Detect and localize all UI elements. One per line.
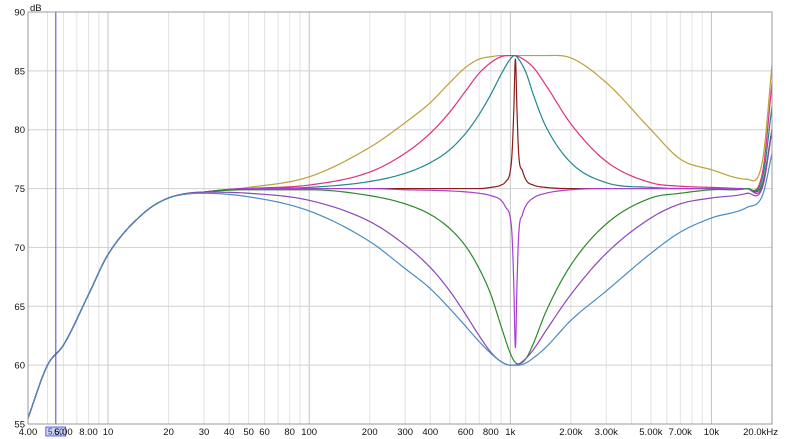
x-tick-label: 300 [397, 427, 413, 438]
y-axis-unit-label: dB [30, 3, 42, 14]
x-tick-label: 6.00 [54, 427, 73, 438]
x-tick-label: 2.00k [559, 427, 582, 438]
x-tick-label: 5.00k [639, 427, 662, 438]
cursor-label-box [45, 426, 67, 437]
x-tick-label: 10k [704, 427, 720, 438]
x-tick-label: 30 [199, 427, 210, 438]
y-tick-label: 60 [14, 361, 25, 372]
x-tick-label: 10 [103, 427, 114, 438]
plot-frame [27, 11, 773, 425]
x-tick-label: 50 [243, 427, 254, 438]
x-tick-label: 7.00k [669, 427, 692, 438]
series-line-4 [27, 58, 773, 419]
series-line-6 [27, 129, 773, 419]
series-line-8 [27, 153, 773, 419]
x-tick-label: 20.0kHz [743, 427, 778, 438]
series-lines [27, 54, 773, 419]
y-tick-label: 70 [14, 243, 25, 254]
x-tick-label: 800 [483, 427, 499, 438]
y-tick-label: 75 [14, 184, 25, 195]
x-tick-label: 400 [422, 427, 438, 438]
cursor-label: 5.50 [48, 428, 64, 437]
x-tick-label: 200 [362, 427, 378, 438]
x-tick-label: 600 [458, 427, 474, 438]
series-line-5 [27, 129, 773, 419]
y-tick-label: 85 [14, 66, 25, 77]
x-tick-label: 80 [284, 427, 295, 438]
grid [27, 11, 773, 425]
x-tick-label: 60 [259, 427, 270, 438]
series-line-1 [27, 54, 773, 419]
y-tick-label: 80 [14, 125, 25, 136]
frequency-cursor[interactable]: 5.50 [45, 12, 67, 437]
x-tick-label: 4.00 [19, 427, 38, 438]
y-tick-label: 55 [14, 420, 25, 431]
x-tick-label: 8.00 [79, 427, 98, 438]
series-line-7 [27, 129, 773, 419]
x-tick-label: 100 [301, 427, 317, 438]
series-line-3 [27, 54, 773, 419]
y-tick-label: 90 [14, 8, 25, 19]
x-axis-ticks: 4.00 6.00 8.00 10 20 30 40 50 60 80 100 200 300 400 60… [19, 427, 778, 438]
x-tick-label: 40 [224, 427, 235, 438]
y-tick-label: 65 [14, 302, 25, 313]
series-line-2 [27, 54, 773, 419]
x-tick-label: 20 [163, 427, 174, 438]
x-tick-label: 1k [505, 427, 515, 438]
y-axis-ticks: 55 60 65 70 75 80 85 90 [14, 8, 25, 431]
x-tick-label: 3.00k [595, 427, 618, 438]
